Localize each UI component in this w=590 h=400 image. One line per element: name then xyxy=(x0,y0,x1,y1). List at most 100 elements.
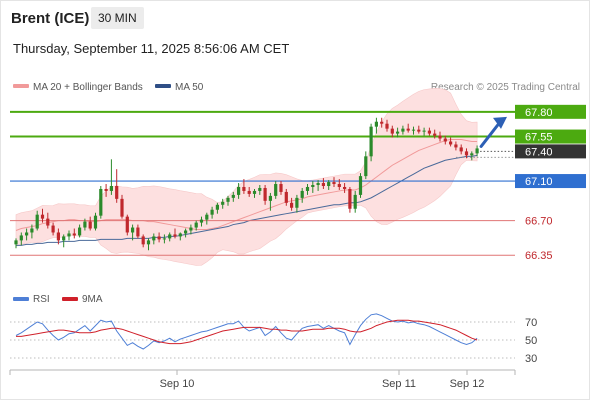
candle-body xyxy=(104,188,108,191)
candle-body xyxy=(411,129,416,131)
candle-body xyxy=(295,197,299,208)
rsi-panel: 70 50 30 xyxy=(10,313,537,365)
candle-body xyxy=(194,222,198,228)
forecast-arrow xyxy=(479,116,507,148)
candle-body xyxy=(215,204,219,210)
candle-body xyxy=(358,176,363,195)
candle-body xyxy=(327,182,331,186)
candle-body xyxy=(237,186,241,195)
candle-body xyxy=(109,186,113,191)
candle-body xyxy=(67,233,71,237)
candle-body xyxy=(162,238,166,240)
candle-body xyxy=(443,138,447,142)
candle-body xyxy=(247,190,251,194)
candle-body xyxy=(422,130,426,132)
rsi-level-label-30: 30 xyxy=(525,353,537,365)
candle-body xyxy=(120,198,124,217)
rsi-legend-swatch xyxy=(13,297,29,301)
research-credit: Research © 2025 Trading Central xyxy=(431,82,580,93)
current-price-badge xyxy=(515,144,586,159)
candle-body xyxy=(258,187,262,191)
rsi-ma9-line xyxy=(16,319,478,345)
candle-body xyxy=(459,147,463,152)
forecast-arrow-head xyxy=(493,116,507,129)
candle-body xyxy=(231,194,235,198)
interval-selector[interactable]: 30 MIN xyxy=(91,7,144,29)
candle-body xyxy=(46,218,50,226)
candle-body xyxy=(226,197,230,202)
forecast-arrow-shaft xyxy=(479,119,503,148)
ma20-line xyxy=(15,139,478,231)
candle-body xyxy=(62,236,66,241)
bollinger-band-area xyxy=(15,88,478,266)
candle-body xyxy=(449,141,453,145)
candle-body xyxy=(311,185,315,187)
candle-body xyxy=(348,188,352,209)
candle-body xyxy=(401,128,405,132)
candle-body xyxy=(178,233,182,237)
candle-body xyxy=(438,135,442,139)
level-label-67.10: 67.10 xyxy=(525,176,553,188)
candle-body xyxy=(88,221,92,229)
level-label-67.55: 67.55 xyxy=(525,132,553,144)
candle-body xyxy=(30,228,34,233)
candle-body xyxy=(374,121,378,127)
candle-body xyxy=(173,234,177,237)
ma20-legend-swatch xyxy=(13,84,29,88)
candle-body xyxy=(454,144,458,148)
candle-body xyxy=(35,214,39,229)
candle-body xyxy=(131,227,135,233)
bollinger-bands xyxy=(15,88,478,266)
candle-body xyxy=(25,232,29,236)
candle-body xyxy=(141,236,145,245)
level-badge-67.10 xyxy=(515,174,586,189)
rsi-legend-label: RSI xyxy=(33,294,50,305)
ma20-legend-label: MA 20 + Bollinger Bands xyxy=(33,82,143,93)
level-label-67.80: 67.80 xyxy=(525,107,553,119)
candle-body xyxy=(321,183,325,186)
time-axis-label: Sep 10 xyxy=(160,378,195,390)
candle-body xyxy=(305,186,310,191)
candle-body xyxy=(263,187,267,201)
candle-body xyxy=(40,214,45,219)
candle-body xyxy=(406,128,410,131)
time-axis-label: Sep 12 xyxy=(450,378,485,390)
candle-body xyxy=(369,126,373,157)
candle-body xyxy=(390,128,394,134)
level-label-66.35: 66.35 xyxy=(525,250,553,262)
candle-body xyxy=(14,240,18,245)
candle-body xyxy=(83,221,87,228)
candlesticks xyxy=(14,117,479,251)
ma9-legend-label: 9MA xyxy=(82,294,103,305)
candle-body xyxy=(242,186,246,191)
candle-body xyxy=(19,235,23,241)
candle-body xyxy=(78,227,82,236)
candle-body xyxy=(279,184,283,192)
candle-body xyxy=(464,151,469,156)
time-axis-label: Sep 11 xyxy=(382,378,416,390)
time-axis: Sep 10 Sep 11 Sep 12 xyxy=(9,369,516,390)
candle-body xyxy=(332,182,336,185)
candle-body xyxy=(51,225,55,233)
timestamp-label: Thursday, September 11, 2025 8:56:06 AM … xyxy=(13,41,290,56)
candle-body xyxy=(337,184,341,187)
ma50-legend-label: MA 50 xyxy=(175,82,204,93)
current-price-label: 67.40 xyxy=(525,146,553,158)
candle-body xyxy=(364,156,368,177)
candle-body xyxy=(56,232,60,241)
candle-body xyxy=(189,227,193,231)
candle-body xyxy=(146,240,151,245)
candle-body xyxy=(396,131,400,134)
ma9-legend-swatch xyxy=(62,297,78,301)
candle-body xyxy=(168,234,172,239)
candle-body xyxy=(199,219,204,223)
candle-body xyxy=(470,153,474,156)
price-levels xyxy=(10,110,515,256)
candle-body xyxy=(152,236,156,241)
candle-body xyxy=(72,233,76,236)
candle-body xyxy=(343,186,347,189)
candle-body xyxy=(427,130,431,134)
candle-body xyxy=(353,194,357,209)
rsi-level-label-70: 70 xyxy=(525,317,537,329)
